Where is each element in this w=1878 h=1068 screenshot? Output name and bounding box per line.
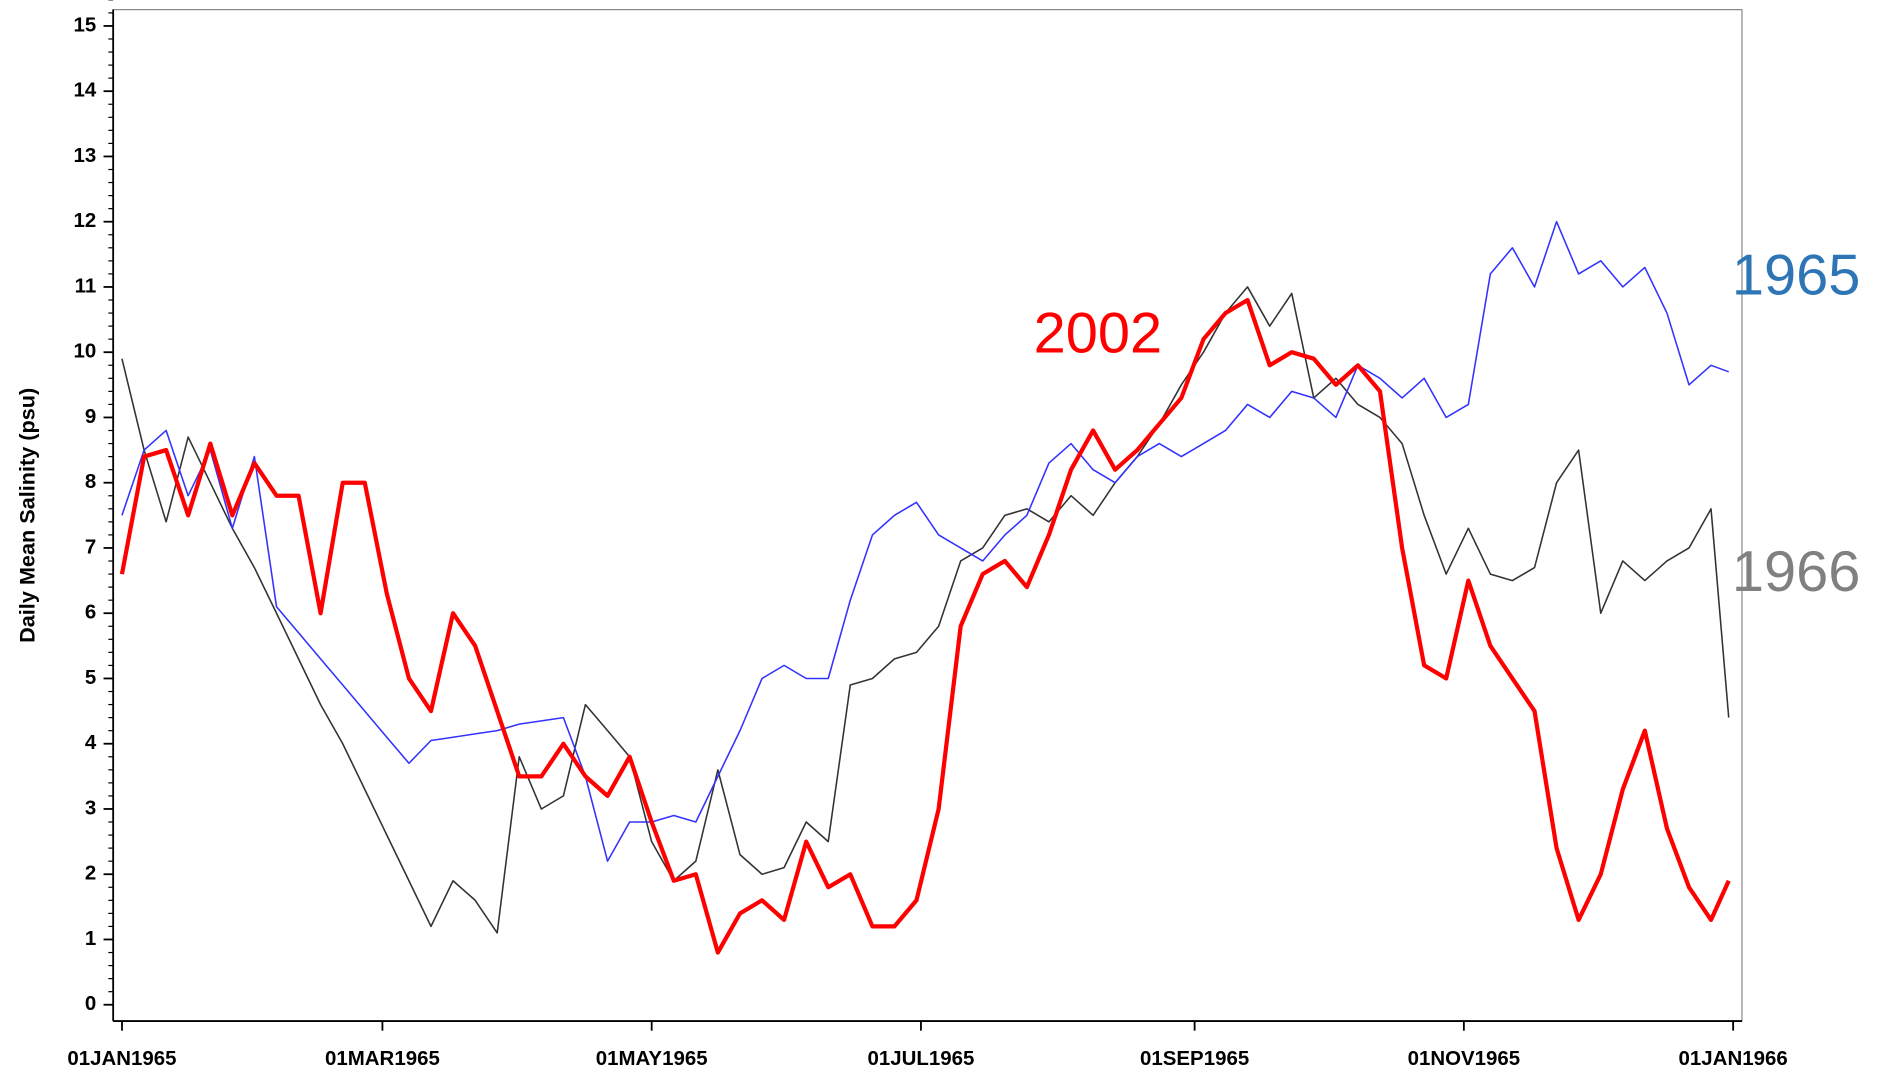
y-tick-label: 15 <box>74 13 97 36</box>
x-tick-label: 01JAN1965 <box>67 1047 176 1068</box>
plot-frame <box>112 9 1743 1022</box>
y-tick-label: 7 <box>85 535 96 558</box>
y-tick-label: 5 <box>85 666 96 689</box>
y-tick-label: 10 <box>74 340 97 363</box>
y-tick-label: 8 <box>85 470 96 493</box>
y-axis-title: Daily Mean Salinity (psu) <box>15 388 40 643</box>
y-tick-label: 0 <box>85 992 96 1015</box>
y-tick-label: 2 <box>85 862 96 885</box>
series-line <box>121 286 1730 934</box>
x-tick-label: 01MAR1965 <box>325 1047 440 1068</box>
y-tick-label: 11 <box>75 274 97 297</box>
y-tick-label: 6 <box>85 601 96 624</box>
x-tick-label: 01JAN1966 <box>1679 1047 1788 1068</box>
x-tick-label: 01SEP1965 <box>1140 1047 1249 1068</box>
x-tick-label: 01JUL1965 <box>868 1047 975 1068</box>
y-tick-label: 12 <box>74 209 97 232</box>
series-line <box>121 220 1729 862</box>
series-label: 1966 <box>1732 540 1861 604</box>
x-tick-label: 01NOV1965 <box>1408 1047 1521 1068</box>
y-tick-label: 4 <box>85 731 97 754</box>
series-label: 2002 <box>1034 301 1163 365</box>
y-tick-label: 1 <box>85 927 96 950</box>
y-tick-label: 3 <box>85 796 96 819</box>
series-line <box>119 297 1731 955</box>
series-label: 1965 <box>1732 244 1861 308</box>
y-tick-label: 13 <box>74 144 97 167</box>
x-tick-label: 01MAY1965 <box>596 1047 708 1068</box>
y-tick-label: 14 <box>74 79 97 102</box>
y-tick-label: 9 <box>85 405 96 428</box>
